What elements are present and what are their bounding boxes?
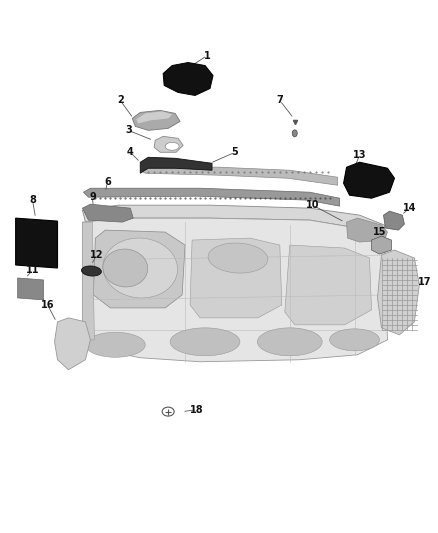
Polygon shape [140,157,212,173]
Text: 16: 16 [41,300,54,310]
Text: 10: 10 [306,200,319,210]
Ellipse shape [208,243,268,273]
Polygon shape [16,218,57,268]
Text: 4: 4 [127,147,134,157]
Text: 6: 6 [104,177,111,187]
Polygon shape [154,136,183,152]
Ellipse shape [103,249,148,287]
Polygon shape [140,165,338,185]
Polygon shape [82,205,385,235]
Polygon shape [378,250,419,335]
Polygon shape [343,162,395,198]
Ellipse shape [330,329,379,351]
Polygon shape [384,211,404,230]
Text: 1: 1 [204,51,210,61]
Polygon shape [163,62,213,95]
Ellipse shape [258,328,322,356]
Polygon shape [54,318,90,370]
Text: 3: 3 [125,125,132,135]
Text: 7: 7 [276,95,283,106]
Polygon shape [371,236,392,254]
Text: 9: 9 [89,192,96,202]
Ellipse shape [292,130,297,137]
Text: 15: 15 [373,227,386,237]
Polygon shape [18,278,43,300]
Polygon shape [285,245,371,325]
Text: 13: 13 [353,150,366,160]
Polygon shape [82,218,388,362]
Text: 17: 17 [417,277,431,287]
Polygon shape [93,230,185,308]
Polygon shape [190,238,282,318]
Text: 14: 14 [403,203,416,213]
Text: 2: 2 [117,95,124,106]
Polygon shape [82,204,133,222]
Polygon shape [132,110,180,131]
Text: 18: 18 [190,405,204,415]
Polygon shape [83,188,339,206]
Ellipse shape [103,238,177,298]
Ellipse shape [85,333,145,357]
Ellipse shape [81,266,101,276]
Polygon shape [346,218,388,242]
Text: 12: 12 [90,250,103,260]
Text: 8: 8 [29,195,36,205]
Text: 5: 5 [232,147,238,157]
Ellipse shape [170,328,240,356]
Ellipse shape [165,142,179,150]
Text: 11: 11 [26,265,39,275]
Polygon shape [82,222,95,340]
Polygon shape [136,111,172,123]
